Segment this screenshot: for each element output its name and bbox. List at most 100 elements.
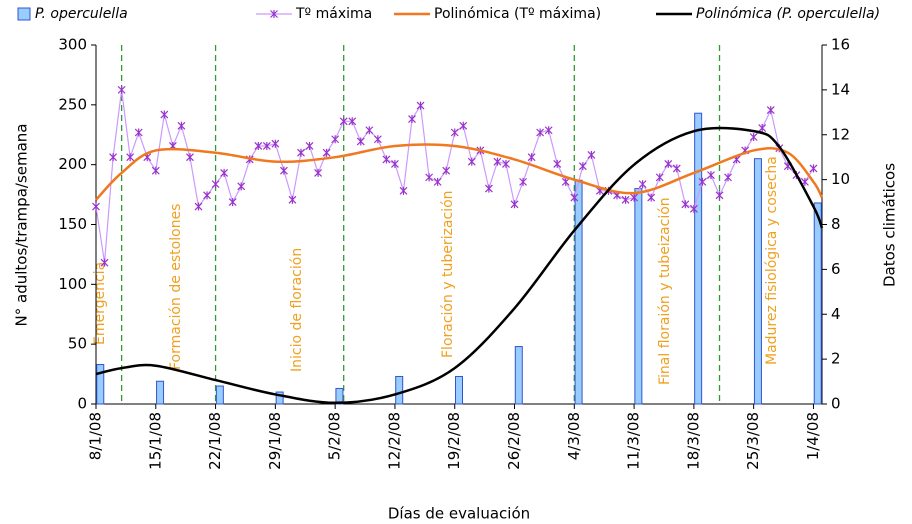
bar <box>694 112 703 405</box>
marker <box>314 168 322 177</box>
y-tick-label: 200 <box>58 155 87 173</box>
bar <box>753 158 762 405</box>
marker <box>493 157 502 166</box>
marker <box>758 124 767 133</box>
marker <box>553 159 562 168</box>
marker <box>655 173 664 182</box>
legend-label: Tº máxima <box>295 6 372 22</box>
y-tick-label: 150 <box>58 215 87 233</box>
marker <box>348 117 357 126</box>
phase-label: Inicio de floración <box>289 248 305 372</box>
marker <box>724 173 732 182</box>
marker <box>459 121 468 130</box>
marker <box>305 141 314 150</box>
y2-tick-label: 14 <box>831 80 850 98</box>
bar <box>156 380 165 405</box>
marker <box>220 168 229 177</box>
y2-tick-label: 6 <box>831 260 841 278</box>
y-tick-label: 250 <box>58 95 87 113</box>
x-tick-label: 5/2/08 <box>326 412 344 460</box>
trend-line <box>95 143 824 201</box>
x-tick-label: 19/2/08 <box>445 412 463 470</box>
marker <box>587 150 596 159</box>
marker <box>689 204 698 213</box>
marker <box>672 164 681 173</box>
bar <box>514 346 523 405</box>
marker <box>339 117 348 126</box>
marker <box>297 148 305 157</box>
marker <box>766 106 775 115</box>
phase-label: Emergencia <box>92 262 108 345</box>
marker <box>570 193 579 202</box>
marker <box>109 153 118 162</box>
x-axis-label: Días de evaluación <box>388 505 530 523</box>
marker <box>331 135 340 144</box>
x-tick-label: 4/3/08 <box>565 412 583 460</box>
marker <box>211 180 220 189</box>
marker <box>442 166 451 175</box>
x-tick-label: 26/2/08 <box>505 412 523 470</box>
marker <box>450 128 459 137</box>
phase-label: Floración y tuberización <box>440 190 456 358</box>
x-tick-label: 29/1/08 <box>266 412 284 470</box>
marker <box>151 166 160 175</box>
trend-line <box>95 126 824 405</box>
bar <box>275 391 284 405</box>
marker <box>749 132 758 141</box>
x-tick-label: 11/3/08 <box>625 412 643 470</box>
y2-tick-label: 0 <box>831 395 841 413</box>
legend-swatch <box>17 7 31 21</box>
marker <box>117 85 126 94</box>
marker <box>681 200 690 209</box>
y-tick-label: 50 <box>68 335 87 353</box>
marker <box>203 191 211 200</box>
phase-label: Formación de estolones <box>168 204 184 370</box>
marker <box>408 115 416 124</box>
marker <box>707 171 715 180</box>
marker <box>664 159 673 168</box>
marker <box>698 177 707 186</box>
y2-tick-label: 4 <box>831 305 841 323</box>
phase-label: Madurez fisiológica y cosecha <box>764 156 780 365</box>
marker <box>638 180 647 189</box>
x-tick-label: 1/4/08 <box>804 412 822 460</box>
marker <box>279 166 288 175</box>
marker <box>177 121 186 130</box>
marker <box>160 110 169 119</box>
marker <box>194 202 203 211</box>
bar <box>215 385 224 405</box>
marker <box>126 153 135 162</box>
y2-tick-label: 8 <box>831 215 841 233</box>
marker <box>92 202 100 211</box>
y2-tick-label: 2 <box>831 350 841 368</box>
bar <box>634 188 643 405</box>
y2-tick-label: 12 <box>831 125 850 143</box>
marker <box>262 141 271 150</box>
marker <box>288 195 297 204</box>
legend-label: Polinómica (Tº máxima) <box>434 6 601 22</box>
marker <box>502 159 510 168</box>
marker <box>373 135 382 144</box>
x-tick-label: 25/3/08 <box>744 412 762 470</box>
marker <box>382 155 391 164</box>
legend-label: Polinómica (P. operculella) <box>696 6 880 22</box>
bar <box>395 375 404 405</box>
marker <box>561 177 570 186</box>
bar <box>455 375 463 405</box>
y2-tick-label: 16 <box>831 36 850 54</box>
bar <box>96 364 105 405</box>
marker <box>399 186 408 195</box>
marker <box>322 148 331 157</box>
marker <box>527 153 536 162</box>
legend-marker <box>270 10 278 18</box>
x-tick-label: 15/1/08 <box>146 412 164 470</box>
marker <box>809 164 818 173</box>
marker <box>467 157 476 166</box>
marker <box>544 126 553 135</box>
marker <box>186 153 194 162</box>
marker <box>519 177 527 186</box>
marker <box>134 128 143 137</box>
y2-axis-label: Datos climáticos <box>881 163 899 287</box>
legend-label: P. operculella <box>35 6 128 22</box>
